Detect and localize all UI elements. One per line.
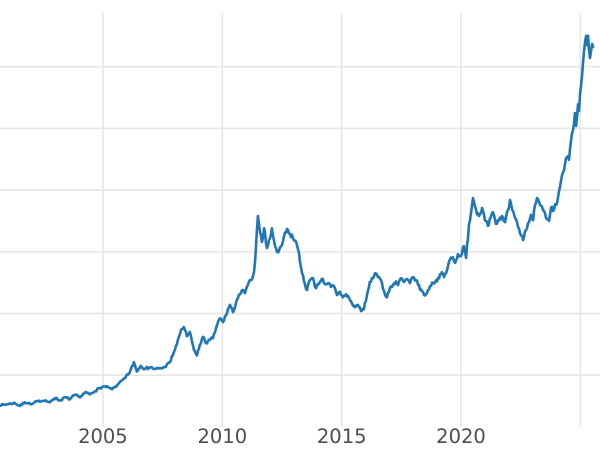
data-series-line bbox=[0, 34, 595, 408]
x-axis-tick-labels: 2005 2010 2015 2020 bbox=[78, 425, 486, 448]
x-tick-label: 2010 bbox=[197, 425, 247, 448]
x-tick-label: 2020 bbox=[436, 425, 486, 448]
x-tick-label: 2005 bbox=[78, 425, 128, 448]
x-tick-label: 2015 bbox=[317, 425, 367, 448]
